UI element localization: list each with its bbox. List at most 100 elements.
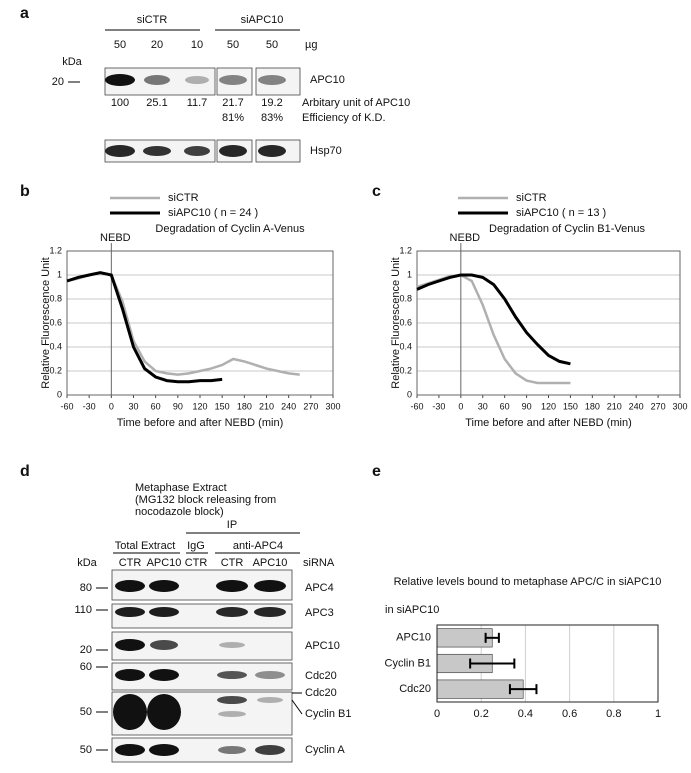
x-tick-label: 180 (585, 401, 600, 411)
legend-label: siAPC10 ( n = 13 ) (516, 207, 606, 219)
band (258, 145, 286, 157)
x-tick-label: 150 (563, 401, 578, 411)
kda: kDa (62, 56, 82, 68)
legend-label: siCTR (516, 192, 547, 204)
x-tick-label: 0.8 (606, 708, 621, 720)
kda: kDa (77, 557, 97, 569)
band (105, 145, 135, 157)
band (219, 642, 245, 648)
band (150, 640, 178, 650)
annotation: NEBD (100, 232, 131, 244)
lane-label: APC10 (253, 557, 288, 569)
marker: 20 (52, 76, 64, 88)
row-label: Cyclin B1 (305, 708, 351, 720)
x-tick-label: -30 (83, 401, 96, 411)
lane-label: CTR (119, 557, 142, 569)
x-tick-label: 1 (655, 708, 661, 720)
x-tick-label: 210 (607, 401, 622, 411)
band (218, 746, 246, 754)
group-label: siAPC10 (241, 14, 284, 26)
y-tick-label: 0.6 (49, 317, 62, 327)
band (219, 145, 247, 157)
x-tick-label: 120 (541, 401, 556, 411)
y-axis-label: Relative Fluorescence Unit (390, 257, 402, 388)
x-tick-label: 300 (325, 401, 340, 411)
y-tick-label: 0 (407, 389, 412, 399)
lane-label: 10 (191, 39, 203, 51)
chart-title: Relative levels bound to metaphase APC/C… (394, 576, 662, 588)
marker: 50 (80, 744, 92, 756)
series-line (66, 271, 300, 376)
marker: 80 (80, 582, 92, 594)
y-axis-label: Relative Fluorescence Unit (40, 257, 52, 388)
x-axis-label: Time before and after NEBD (min) (465, 417, 631, 429)
x-tick-label: 60 (500, 401, 510, 411)
band (115, 580, 145, 592)
panel-label: d (20, 463, 30, 480)
annotation: NEBD (450, 232, 481, 244)
band (115, 669, 145, 681)
row-label: APC4 (305, 582, 334, 594)
blot-title: Metaphase Extract (135, 482, 227, 494)
band (255, 671, 285, 679)
x-tick-label: 300 (672, 401, 687, 411)
row-label: Cdc20 (305, 670, 337, 682)
header: Total Extract (115, 540, 176, 552)
chart-label: in siAPC10 (385, 604, 439, 616)
category-label: APC10 (396, 632, 431, 644)
lane-label: CTR (221, 557, 244, 569)
x-tick-label: -30 (432, 401, 445, 411)
row-label: APC3 (305, 607, 334, 619)
efficiency: 83% (261, 112, 283, 124)
x-tick-label: 0 (434, 708, 440, 720)
panel-label: c (372, 183, 381, 200)
band (216, 580, 248, 592)
lane-label: CTR (185, 557, 208, 569)
pointer (291, 699, 303, 715)
x-tick-label: 0 (109, 401, 114, 411)
band (149, 744, 179, 756)
x-tick-label: 270 (303, 401, 318, 411)
y-tick-label: 1 (407, 269, 412, 279)
band (217, 696, 247, 704)
panel-label: e (372, 463, 381, 480)
category-label: Cyclin B1 (385, 657, 431, 669)
x-tick-label: 180 (237, 401, 252, 411)
y-tick-label: 0.8 (399, 293, 412, 303)
panel-label: b (20, 183, 30, 200)
y-tick-label: 0.2 (399, 365, 412, 375)
marker: 20 (80, 644, 92, 656)
sirna-label: siRNA (303, 557, 335, 569)
marker: 110 (74, 604, 92, 616)
efficiency-label: Efficiency of K.D. (302, 112, 386, 124)
y-tick-label: 0 (57, 389, 62, 399)
quant: 21.7 (222, 97, 243, 109)
quant: 19.2 (261, 97, 282, 109)
y-tick-label: 0.4 (49, 341, 62, 351)
band (105, 74, 135, 86)
band (185, 76, 209, 84)
ip-label: IP (227, 519, 237, 531)
unit: µg (305, 39, 317, 51)
quant: 100 (111, 97, 129, 109)
efficiency: 81% (222, 112, 244, 124)
lane-label: APC10 (147, 557, 182, 569)
band (147, 694, 181, 730)
plot-frame (416, 250, 681, 396)
band (254, 607, 286, 617)
quant-label: Arbitary unit of APC10 (302, 97, 410, 109)
x-tick-label: -60 (410, 401, 423, 411)
x-tick-label: 0.2 (474, 708, 489, 720)
target-label: APC10 (310, 74, 345, 86)
lane-label: 20 (151, 39, 163, 51)
x-tick-label: 30 (128, 401, 138, 411)
x-tick-label: 90 (173, 401, 183, 411)
band (115, 607, 145, 617)
category-label: Cdc20 (399, 683, 431, 695)
lane-label: 50 (114, 39, 126, 51)
marker: 50 (80, 706, 92, 718)
y-tick-label: 0.8 (49, 293, 62, 303)
plot-frame (436, 624, 659, 703)
series-line (66, 271, 223, 384)
x-tick-label: 270 (651, 401, 666, 411)
